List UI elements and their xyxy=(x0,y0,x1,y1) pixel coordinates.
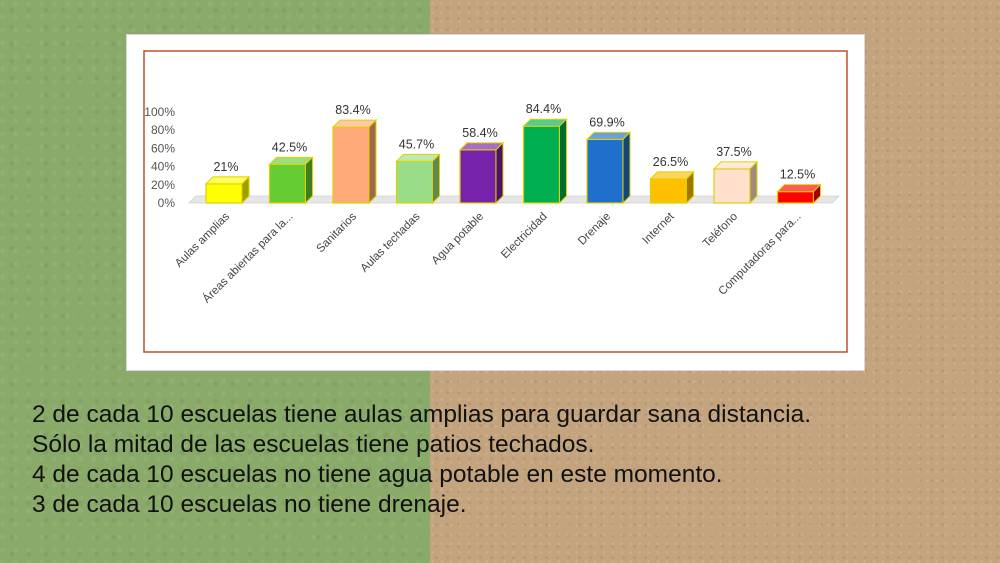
category-label: Teléfono xyxy=(701,211,740,250)
category-label: Agua potable xyxy=(430,211,486,267)
y-tick-label: 100% xyxy=(144,105,175,119)
bar-side xyxy=(686,170,694,205)
y-tick-label: 0% xyxy=(158,196,176,210)
category-label: Electricidad xyxy=(499,211,550,262)
y-axis: 0% 20% 40% 60% 80% 100% xyxy=(144,105,175,210)
bar-side xyxy=(305,156,313,205)
caption-text: 2 de cada 10 escuelas tiene aulas amplia… xyxy=(32,400,982,520)
data-label: 69.9% xyxy=(589,115,624,129)
y-tick-label: 40% xyxy=(151,160,175,174)
bar-side xyxy=(559,117,567,205)
bar-chart: 0% 20% 40% 60% 80% 100% 21% 42.5% 83.4% 45.7% 58.… xyxy=(143,50,848,353)
bar-front xyxy=(522,125,561,204)
category-label: Aulas techadas xyxy=(359,210,423,274)
bar: 21% xyxy=(204,160,251,205)
bar: 58.4% xyxy=(458,126,505,205)
caption-line-4: 3 de cada 10 escuelas no tiene drenaje. xyxy=(32,491,467,518)
data-label: 58.4% xyxy=(462,126,497,140)
category-label: Drenaje xyxy=(576,211,613,248)
caption-line-3: 4 de cada 10 escuelas no tiene agua pota… xyxy=(32,461,723,488)
data-label: 83.4% xyxy=(335,103,370,117)
y-tick-label: 60% xyxy=(151,141,175,155)
bar-side xyxy=(368,118,377,205)
bar: 69.9% xyxy=(585,115,632,205)
category-label: Internet xyxy=(641,210,678,247)
bar-side xyxy=(241,175,250,205)
data-label: 21% xyxy=(213,160,238,174)
y-tick-label: 20% xyxy=(151,178,175,192)
bar: 12.5% xyxy=(776,168,822,205)
chart-frame xyxy=(143,50,848,353)
bar-front xyxy=(268,163,307,204)
caption-line-1: 2 de cada 10 escuelas tiene aulas amplia… xyxy=(32,401,812,428)
bar-side xyxy=(622,131,631,205)
bar: 42.5% xyxy=(268,140,314,205)
category-label: Sanitarios xyxy=(314,210,359,255)
chart-card: 0% 20% 40% 60% 80% 100% 21% 42.5% 83.4% 45.7% 58.… xyxy=(127,35,864,370)
bar-front xyxy=(205,183,243,204)
y-tick-label: 80% xyxy=(151,123,175,137)
data-label: 37.5% xyxy=(716,145,751,159)
bar: 83.4% xyxy=(331,103,378,205)
bar-side xyxy=(432,153,440,205)
bar: 84.4% xyxy=(522,102,568,205)
data-label: 45.7% xyxy=(399,137,434,151)
category-label: Aulas amplias xyxy=(173,210,232,269)
bar: 37.5% xyxy=(712,145,759,205)
bars-group: 21% 42.5% 83.4% 45.7% 58.4% 84.4% 69.9% 26.5% 37… xyxy=(204,102,822,205)
bar-front xyxy=(586,138,624,204)
bar: 45.7% xyxy=(395,137,441,205)
data-label: 84.4% xyxy=(526,102,561,116)
data-label: 42.5% xyxy=(272,140,307,154)
data-label: 26.5% xyxy=(653,155,688,169)
bar-front xyxy=(395,160,434,204)
bar-side xyxy=(749,160,758,205)
bar-front xyxy=(459,149,497,204)
bar-front xyxy=(713,168,751,204)
bar-front xyxy=(649,178,688,204)
bar-side xyxy=(813,183,821,205)
caption-line-2: Sólo la mitad de las escuelas tiene pati… xyxy=(32,431,595,458)
bar: 26.5% xyxy=(649,155,695,205)
bar-side xyxy=(495,141,504,205)
bar-front xyxy=(776,191,815,204)
bar-front xyxy=(332,126,370,204)
data-label: 12.5% xyxy=(780,168,815,182)
